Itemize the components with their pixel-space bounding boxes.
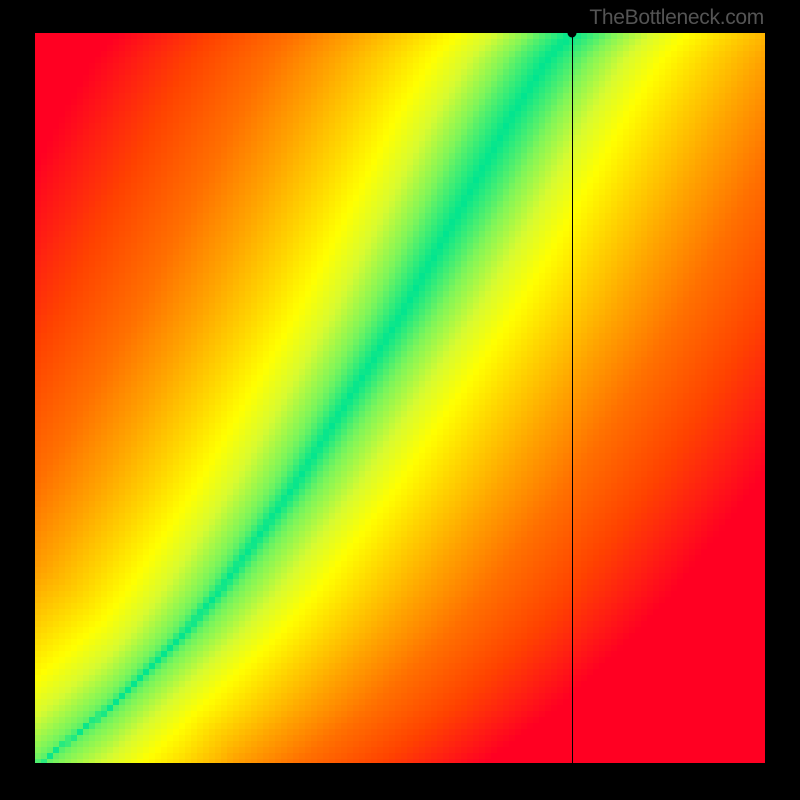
heatmap-canvas	[35, 33, 765, 763]
marker-dot	[567, 29, 576, 38]
heatmap-plot	[35, 33, 765, 763]
watermark-text: TheBottleneck.com	[589, 6, 764, 30]
marker-vertical-line	[572, 33, 573, 763]
